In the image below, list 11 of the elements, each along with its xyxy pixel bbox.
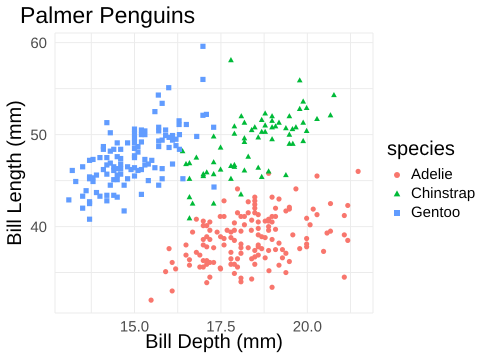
y-tick-label: 40 xyxy=(30,218,47,236)
chart-title: Palmer Penguins xyxy=(20,2,196,29)
y-axis-title: Bill Length (mm) xyxy=(4,100,26,246)
legend-title: species xyxy=(387,138,456,161)
x-tick-label: 20.0 xyxy=(292,318,322,336)
legend-label: Gentoo xyxy=(411,204,460,221)
y-tick-label: 60 xyxy=(30,34,47,52)
y-tick-label: 50 xyxy=(30,126,47,144)
x-axis-title: Bill Depth (mm) xyxy=(145,331,283,353)
legend-label: Adelie xyxy=(411,166,453,183)
legend-label: Chinstrap xyxy=(411,185,476,202)
